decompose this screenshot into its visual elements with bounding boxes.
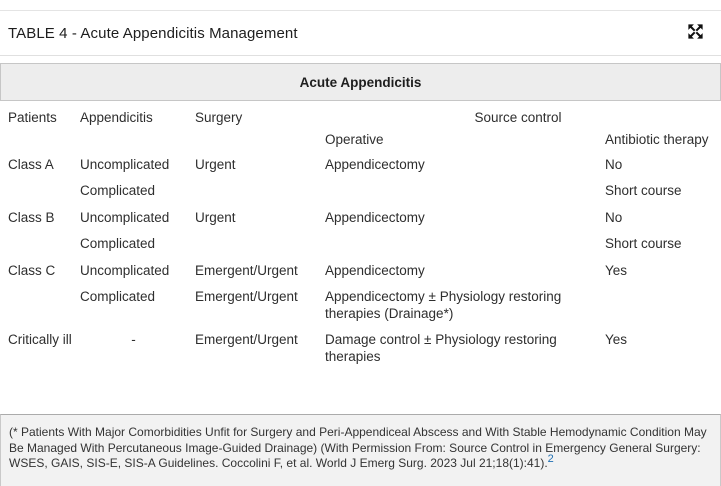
column-header-patients: Patients	[8, 110, 57, 125]
citation-link[interactable]: 2	[547, 453, 554, 466]
table-row: Critically ill - Emergent/Urgent Damage …	[0, 327, 719, 370]
cell-surgery: Emergent/Urgent	[195, 262, 298, 278]
cell-antibiotic: No	[605, 209, 623, 225]
column-header-surgery: Surgery	[195, 110, 243, 125]
cell-antibiotic: Yes	[605, 262, 628, 278]
cell-operative	[325, 178, 605, 204]
cell-patients: Class A	[8, 156, 54, 172]
cell-appendicitis: Uncomplicated	[80, 156, 170, 172]
cell-antibiotic: No	[605, 156, 623, 172]
cell-appendicitis: Uncomplicated	[80, 262, 170, 278]
cell-patients: Class C	[8, 262, 56, 278]
cell-patients	[0, 284, 80, 327]
cell-surgery	[195, 231, 325, 257]
cell-surgery: Emergent/Urgent	[195, 332, 298, 348]
column-header-empty	[195, 128, 325, 151]
cell-antibiotic: Yes	[605, 332, 628, 348]
cell-patients	[0, 231, 80, 257]
cell-surgery	[195, 178, 325, 204]
cell-operative: Appendicectomy	[325, 156, 425, 172]
cell-appendicitis: Complicated	[80, 183, 156, 199]
header-row-1: Patients Appendicitis Surgery Source con…	[0, 103, 719, 128]
cell-antibiotic: Short course	[605, 236, 682, 252]
column-header-source-control: Source control	[474, 110, 562, 125]
appendicitis-table: Patients Appendicitis Surgery Source con…	[0, 103, 719, 370]
expand-arrows-icon	[686, 22, 705, 44]
cell-patients	[0, 178, 80, 204]
cell-appendicitis: Complicated	[80, 236, 156, 252]
cell-operative: Damage control ± Physiology restoring th…	[325, 332, 557, 364]
table-row: Complicated Short course	[0, 231, 719, 257]
cell-patients: Critically ill	[8, 332, 72, 348]
expand-button[interactable]	[686, 22, 705, 44]
header-row-2: Operative Antibiotic therapy	[0, 128, 719, 151]
column-header-appendicitis: Appendicitis	[80, 110, 153, 125]
cell-appendicitis: -	[131, 332, 136, 348]
column-header-operative: Operative	[325, 132, 384, 148]
cell-antibiotic: Short course	[605, 183, 682, 199]
column-header-empty	[0, 128, 80, 151]
cell-operative: Appendicectomy	[325, 209, 425, 225]
cell-antibiotic	[605, 284, 719, 327]
table-row: Class A Uncomplicated Urgent Appendicect…	[0, 152, 719, 178]
cell-surgery: Emergent/Urgent	[195, 289, 298, 305]
cell-surgery: Urgent	[195, 156, 236, 172]
cell-operative	[325, 231, 605, 257]
footnote-text: (* Patients With Major Comorbidities Unf…	[9, 425, 707, 471]
cell-operative: Appendicectomy ± Physiology restoring th…	[325, 289, 562, 321]
cell-patients: Class B	[8, 209, 55, 225]
table-row: Complicated Emergent/Urgent Appendicecto…	[0, 284, 719, 327]
table-row: Complicated Short course	[0, 178, 719, 204]
column-header-empty	[80, 128, 195, 151]
cell-surgery: Urgent	[195, 209, 236, 225]
cell-appendicitis: Uncomplicated	[80, 209, 170, 225]
table-row: Class C Uncomplicated Emergent/Urgent Ap…	[0, 258, 719, 284]
table-row: Class B Uncomplicated Urgent Appendicect…	[0, 205, 719, 231]
table-title: TABLE 4 - Acute Appendicitis Management	[8, 24, 298, 42]
column-header-antibiotic-therapy: Antibiotic therapy	[605, 132, 709, 148]
cell-operative: Appendicectomy	[325, 262, 425, 278]
cell-appendicitis: Complicated	[80, 289, 156, 305]
table-title-bar: TABLE 4 - Acute Appendicitis Management	[0, 10, 721, 56]
table-caption: Acute Appendicitis	[0, 63, 721, 101]
footnote: (* Patients With Major Comorbidities Unf…	[0, 414, 721, 486]
